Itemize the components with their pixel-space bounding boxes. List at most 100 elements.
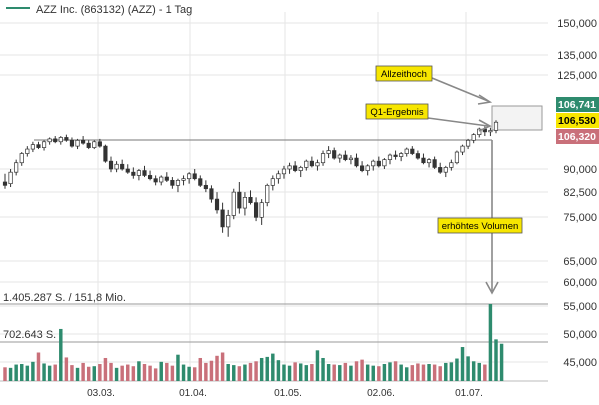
candle-body — [14, 162, 19, 173]
candle-body — [460, 145, 465, 153]
candle-body — [19, 153, 24, 164]
candle — [449, 159, 454, 171]
candle — [175, 178, 181, 193]
candle — [136, 169, 141, 181]
annotation-arrows — [427, 77, 499, 295]
volume-bar — [298, 363, 303, 381]
candle — [304, 159, 309, 171]
volume-bar — [81, 362, 85, 381]
candle-body — [153, 178, 158, 183]
candle — [376, 156, 381, 168]
candle-body — [443, 167, 448, 173]
candle — [81, 136, 86, 145]
candle-body — [231, 191, 236, 216]
candle-body — [214, 198, 220, 211]
candle — [25, 146, 30, 157]
volume-bar — [170, 365, 175, 381]
annotation-q1-box — [365, 103, 429, 120]
candle-body — [471, 134, 476, 141]
candle — [410, 146, 415, 156]
candle — [426, 158, 432, 168]
volume-bar — [75, 367, 80, 381]
candle-body — [410, 148, 415, 154]
volume-bar — [192, 367, 197, 381]
candle — [309, 156, 314, 168]
volume-bar — [488, 304, 493, 381]
volume-bar — [276, 360, 281, 381]
y-tick-label: 75,000 — [563, 212, 597, 224]
candle — [170, 177, 175, 189]
volume-bar — [8, 367, 13, 381]
annotation-ath-text: Allzeithoch — [381, 69, 427, 80]
volume-bar — [70, 365, 74, 381]
candle — [209, 185, 214, 203]
candle — [125, 164, 130, 174]
candle-body — [466, 139, 471, 147]
volume-bar — [36, 352, 41, 381]
candle — [2, 173, 8, 189]
candle-body — [47, 138, 52, 143]
candle — [92, 140, 97, 150]
candle — [287, 162, 292, 174]
volume-bar — [265, 356, 269, 381]
candle-body — [8, 171, 13, 185]
volume-bar — [126, 364, 130, 381]
candle-body — [142, 170, 147, 176]
volume-bar — [25, 365, 30, 381]
candle — [281, 165, 287, 179]
candle — [14, 159, 19, 176]
candle-body — [237, 191, 242, 209]
candle — [36, 141, 41, 150]
candle-body — [187, 173, 192, 180]
candle — [75, 138, 80, 150]
candle — [393, 150, 398, 160]
volume-bar — [243, 364, 247, 381]
volume-bar — [109, 362, 113, 381]
candle — [220, 202, 225, 233]
volume-bar — [438, 366, 442, 381]
candle — [8, 169, 13, 188]
volume-bar — [14, 364, 18, 381]
candle-body — [131, 171, 136, 176]
candle-body — [198, 178, 203, 186]
volume-bar — [354, 361, 359, 381]
volume-bar — [259, 357, 264, 381]
candle — [337, 153, 342, 163]
x-axis: 03.03. 01.04. 01.05. 02.06. 01.07. — [87, 388, 483, 399]
candle-body — [415, 153, 420, 159]
candle — [248, 190, 253, 205]
annotation-q1-text: Q1-Ergebnis — [370, 107, 424, 118]
candle — [120, 159, 125, 171]
candle-body — [387, 154, 393, 160]
candle — [399, 152, 404, 162]
candle — [103, 144, 108, 163]
candle — [159, 175, 164, 186]
y-tick-label: 82,500 — [563, 187, 597, 199]
chart-title: AZZ Inc. (863132) (AZZ) - 1 Tag — [36, 4, 192, 16]
price-tag-low: 106,320 — [556, 129, 599, 144]
candle-body — [92, 141, 97, 148]
price-tag-low-bg — [556, 129, 599, 144]
candle — [58, 136, 63, 145]
price-tag-high: 106,741 — [556, 97, 599, 112]
volume-bar — [483, 364, 487, 381]
candle-body — [304, 160, 309, 168]
volume-bar — [326, 364, 331, 381]
candle — [187, 172, 192, 184]
candle — [237, 181, 242, 214]
price-tag-last: 106,530 — [556, 113, 599, 128]
volume-bar — [371, 365, 375, 381]
volume-bar — [131, 366, 136, 381]
volume-bar — [421, 364, 426, 381]
candle-body — [36, 144, 41, 148]
volume-bar — [31, 361, 35, 381]
candle-body — [175, 179, 181, 186]
volume-bar — [321, 357, 325, 381]
candle — [421, 153, 426, 165]
volume-bar — [404, 367, 409, 381]
candle — [242, 192, 248, 216]
volume-bar — [332, 364, 336, 381]
price-tag-last-bg — [556, 113, 599, 128]
volume-bar — [159, 361, 163, 381]
candle — [253, 197, 259, 222]
